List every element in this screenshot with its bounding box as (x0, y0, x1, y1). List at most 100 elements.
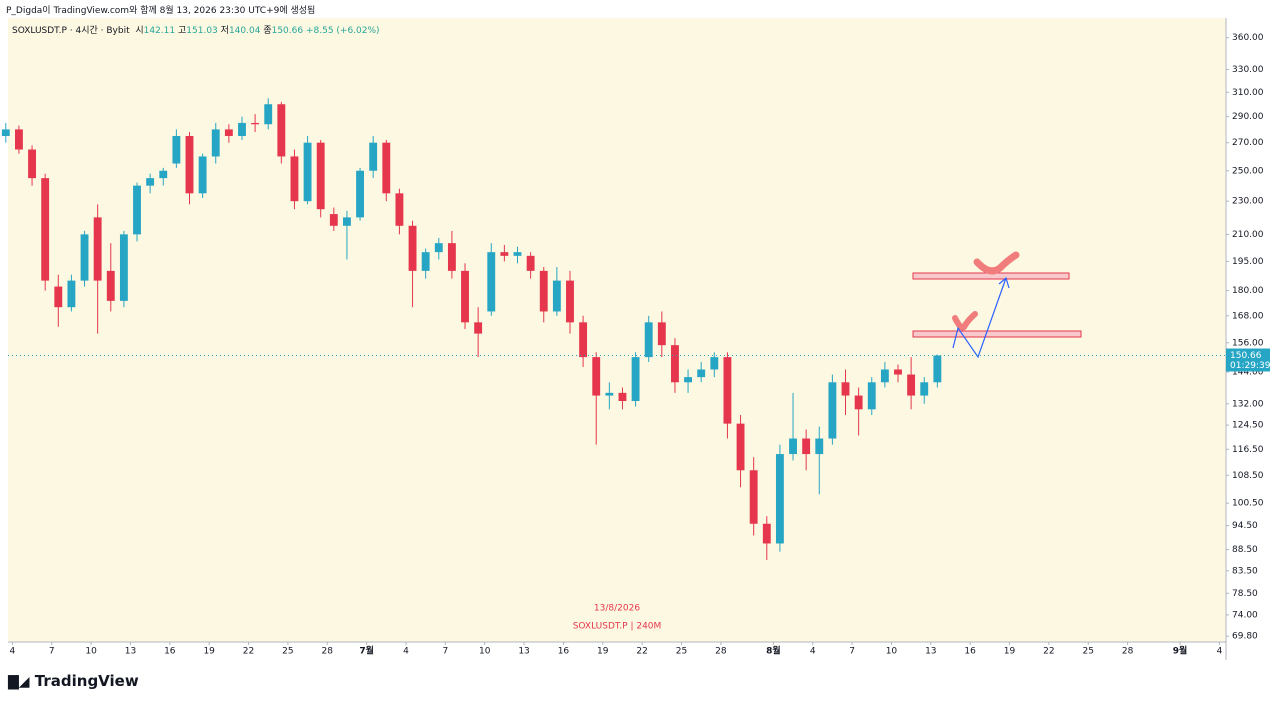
candle-body (723, 357, 732, 424)
candle-body (513, 252, 522, 256)
candle-body (408, 225, 417, 271)
snapshot-note: P_Digda이 TradingView.com와 함께 8월 13, 2026… (6, 6, 316, 16)
y-tick-label: 210.00 (1232, 230, 1264, 240)
x-tick-label: 22 (1043, 647, 1054, 657)
x-tick-label: 25 (676, 647, 687, 657)
legend-value: 151.03 (186, 26, 218, 36)
x-tick-label: 4 (1217, 647, 1223, 657)
y-tick-label: 168.00 (1232, 311, 1264, 321)
x-tick-label: 19 (1004, 647, 1016, 657)
candle-body (828, 382, 837, 439)
candle-body (854, 395, 863, 410)
legend-change: +8.55 (+6.02%) (305, 26, 380, 36)
countdown-label: 01:29:39 (1230, 361, 1271, 371)
legend-label: 저 (220, 26, 229, 36)
y-tick-label: 94.50 (1232, 521, 1258, 531)
x-tick-label: 10 (479, 647, 491, 657)
x-tick-label: 19 (203, 647, 215, 657)
x-tick-label: 13 (518, 647, 529, 657)
candle-body (657, 322, 666, 346)
x-tick-label: 25 (282, 647, 293, 657)
candle-body (224, 129, 233, 136)
x-tick-label: 10 (886, 647, 898, 657)
legend-label: 고 (178, 26, 187, 36)
y-tick-label: 132.00 (1232, 399, 1264, 409)
candle-body (14, 129, 23, 150)
candle-body (500, 252, 509, 256)
candle-body (566, 280, 574, 323)
x-tick-label: 28 (322, 647, 334, 657)
candle-body (880, 369, 889, 383)
candle-body (815, 438, 824, 455)
candle-body (185, 135, 194, 194)
legend-value: 142.11 (143, 26, 176, 36)
candle-body (802, 438, 811, 455)
x-tick-label: 4 (10, 647, 16, 657)
price-axis-background (1226, 18, 1280, 642)
check-mark (952, 311, 978, 331)
candle-body (369, 142, 378, 171)
y-tick-label: 124.50 (1232, 421, 1264, 431)
x-tick-label: 7 (442, 647, 448, 657)
x-tick-label: 16 (964, 647, 976, 657)
candle-body (631, 357, 640, 401)
candle-body (867, 382, 876, 410)
x-tick-label: 22 (243, 647, 254, 657)
candle-body (80, 234, 89, 281)
candle-body (789, 438, 797, 455)
candle-body (106, 270, 115, 301)
candle-body (303, 142, 312, 202)
y-tick-label: 144.00 (1232, 368, 1264, 378)
candle-body (54, 286, 63, 308)
candle-body (93, 217, 102, 281)
candle-body (316, 142, 325, 210)
candle-body (710, 357, 719, 370)
x-tick-label: 9월 (1173, 645, 1188, 657)
y-tick-label: 360.00 (1232, 33, 1264, 43)
candle-body (487, 252, 496, 312)
y-tick-label: 180.00 (1232, 286, 1264, 296)
projection-arrow (952, 277, 1007, 359)
candle-body (841, 382, 850, 396)
x-tick-label: 25 (1083, 647, 1094, 657)
candle-body (421, 252, 430, 271)
y-tick-label: 330.00 (1232, 65, 1264, 75)
x-tick-label: 7월 (359, 645, 374, 657)
y-tick-label: 290.00 (1232, 112, 1264, 122)
candle-body (172, 135, 181, 164)
candle-body (907, 374, 916, 396)
candle-body (552, 280, 561, 312)
candle-body (933, 355, 942, 383)
x-tick-label: 7 (849, 647, 855, 657)
candle-body (133, 185, 141, 235)
candle-body (697, 369, 706, 378)
candle-body (434, 243, 443, 253)
candle-body (618, 392, 627, 401)
legend-label: 시 (135, 26, 144, 36)
last-price-tag (1226, 348, 1270, 372)
x-tick-label: 4 (810, 647, 816, 657)
y-tick-label: 310.00 (1232, 88, 1264, 98)
symbol-line: SOXLUSDT.P · 4시간 · Bybit (12, 26, 130, 36)
y-tick-label: 230.00 (1232, 197, 1264, 207)
candle-body (762, 523, 771, 544)
y-tick-label: 88.50 (1232, 545, 1258, 555)
candle-body (736, 423, 745, 471)
candle-body (775, 454, 784, 544)
plot-background (8, 18, 1226, 642)
y-tick-label: 83.50 (1232, 566, 1258, 576)
x-tick-label: 28 (715, 647, 727, 657)
candle-body (749, 470, 758, 524)
legend-label: 종 (263, 26, 272, 36)
legend-value: 150.66 (271, 26, 304, 36)
candles (1, 98, 942, 561)
check-mark (973, 251, 1020, 275)
candle-body (28, 149, 36, 179)
candle-body (920, 382, 929, 396)
candle-body (119, 234, 128, 301)
candle-body (1, 129, 10, 136)
x-tick-label: 7 (49, 647, 55, 657)
candle-body (526, 255, 535, 271)
